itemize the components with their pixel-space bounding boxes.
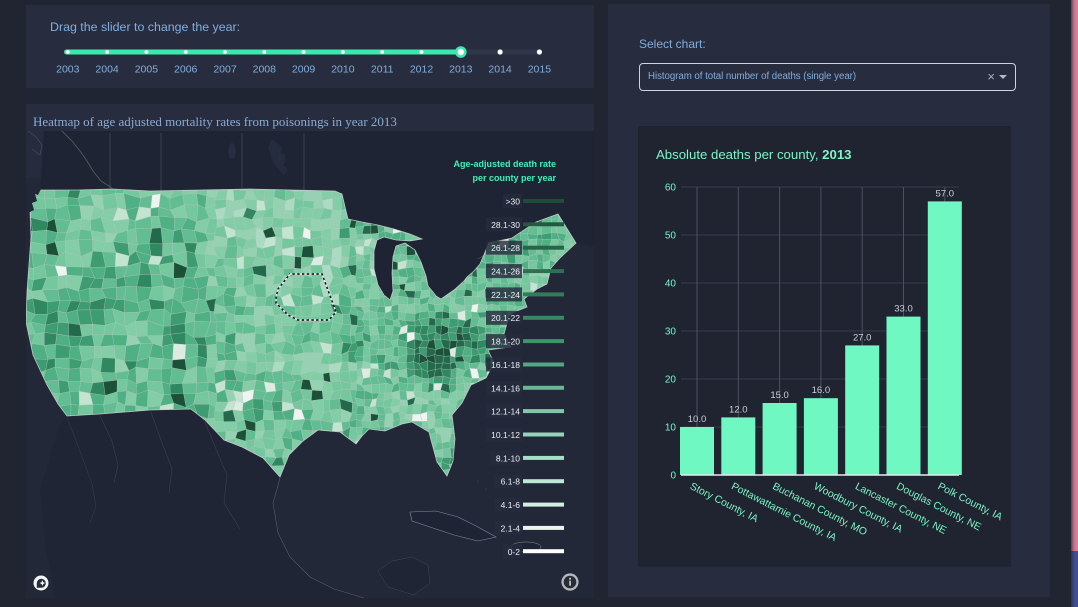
svg-text:57.0: 57.0 bbox=[936, 188, 955, 199]
svg-text:2009: 2009 bbox=[292, 64, 316, 76]
svg-text:12.0: 12.0 bbox=[729, 404, 748, 415]
svg-text:30: 30 bbox=[665, 327, 677, 338]
svg-text:6.1-8: 6.1-8 bbox=[501, 477, 521, 487]
svg-text:28.1-30: 28.1-30 bbox=[491, 220, 520, 230]
svg-text:22.1-24: 22.1-24 bbox=[491, 290, 520, 300]
svg-text:2015: 2015 bbox=[528, 64, 552, 76]
svg-text:60: 60 bbox=[665, 183, 677, 194]
svg-text:2.1-4: 2.1-4 bbox=[501, 523, 521, 533]
svg-text:15.0: 15.0 bbox=[770, 390, 789, 401]
svg-text:2003: 2003 bbox=[56, 64, 80, 76]
svg-text:2010: 2010 bbox=[331, 64, 355, 76]
svg-text:2014: 2014 bbox=[488, 64, 512, 76]
svg-text:10: 10 bbox=[665, 423, 677, 434]
svg-text:2011: 2011 bbox=[371, 64, 394, 76]
svg-text:20.1-22: 20.1-22 bbox=[491, 313, 520, 323]
svg-text:4.1-6: 4.1-6 bbox=[501, 500, 521, 510]
svg-text:10.0: 10.0 bbox=[688, 414, 707, 425]
svg-text:18.1-20: 18.1-20 bbox=[491, 337, 520, 347]
svg-text:8.1-10: 8.1-10 bbox=[496, 453, 520, 463]
svg-text:33.0: 33.0 bbox=[894, 304, 913, 315]
svg-text:2004: 2004 bbox=[95, 64, 119, 76]
svg-text:27.0: 27.0 bbox=[853, 332, 872, 343]
svg-text:40: 40 bbox=[665, 279, 677, 290]
svg-text:16.1-18: 16.1-18 bbox=[491, 360, 520, 370]
svg-text:2013: 2013 bbox=[449, 64, 473, 76]
svg-text:Absolute deaths per county, 20: Absolute deaths per county, 2013 bbox=[656, 147, 852, 162]
svg-text:0-2: 0-2 bbox=[508, 547, 521, 557]
svg-text:50: 50 bbox=[665, 231, 677, 242]
svg-text:2006: 2006 bbox=[174, 64, 198, 76]
svg-text:10.1-12: 10.1-12 bbox=[491, 430, 520, 440]
svg-text:2008: 2008 bbox=[253, 64, 277, 76]
svg-text:>30: >30 bbox=[506, 197, 521, 207]
svg-text:16.0: 16.0 bbox=[812, 385, 831, 396]
svg-text:24.1-26: 24.1-26 bbox=[491, 267, 520, 277]
svg-text:12.1-14: 12.1-14 bbox=[491, 407, 520, 417]
svg-text:26.1-28: 26.1-28 bbox=[491, 243, 520, 253]
svg-text:2005: 2005 bbox=[135, 64, 159, 76]
svg-text:2012: 2012 bbox=[410, 64, 434, 76]
svg-text:Age-adjusted death rate: Age-adjusted death rate bbox=[453, 159, 556, 169]
svg-text:20: 20 bbox=[665, 375, 677, 386]
svg-text:0: 0 bbox=[670, 471, 676, 482]
svg-text:2007: 2007 bbox=[213, 64, 237, 76]
svg-text:per county per year: per county per year bbox=[472, 173, 556, 183]
svg-text:14.1-16: 14.1-16 bbox=[491, 383, 520, 393]
